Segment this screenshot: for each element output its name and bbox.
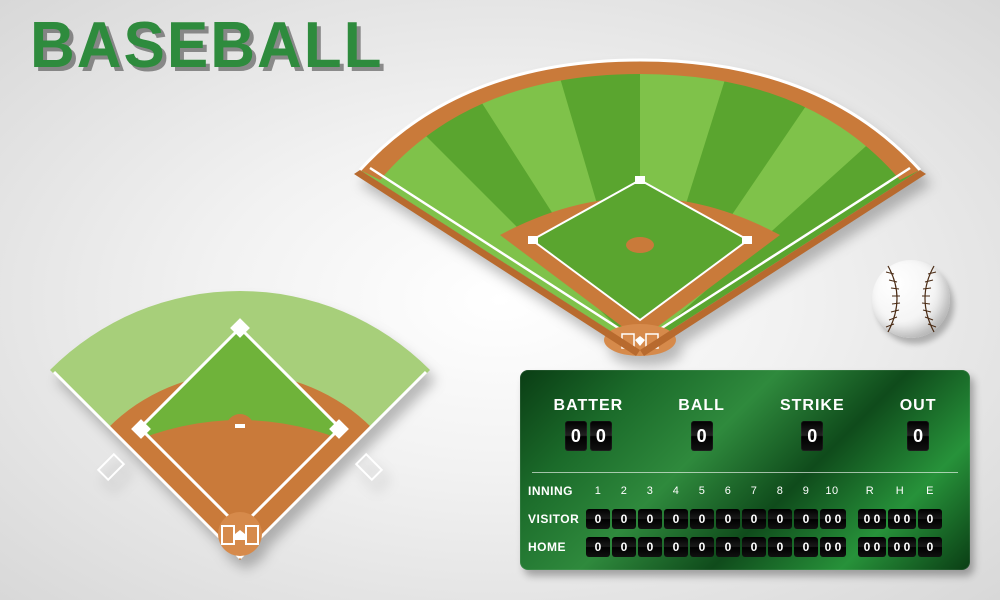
rhe-score: 0 0 (888, 537, 916, 557)
team-label: HOME (528, 540, 584, 554)
scoreboard-divider (532, 472, 958, 473)
inning-score: 0 (716, 509, 740, 529)
inning-score: 0 (638, 537, 662, 557)
inning-score: 0 (664, 509, 688, 529)
rhe-score: 0 0 (888, 509, 916, 529)
inning-number: 8 (768, 485, 792, 497)
scoreboard-stat-label: OUT (900, 397, 937, 415)
scoreboard-stat-value: 0 (907, 421, 929, 451)
scoreboard-stat: STRIKE 0 (780, 397, 845, 451)
scoreboard-stat: OUT 0 (900, 397, 937, 451)
scoreboard-stat-value: 0 (691, 421, 713, 451)
rhe-score: 0 0 (858, 509, 886, 529)
inning-score: 0 (612, 509, 636, 529)
scoreboard-header-row: INNING12345678910 RHE (528, 477, 962, 505)
inning-number: 4 (664, 485, 688, 497)
inning-score: 0 (768, 537, 792, 557)
inning-score: 0 (690, 537, 714, 557)
scoreboard-innings-grid: INNING12345678910RHEVISITOR0000000000 00… (520, 475, 970, 569)
scoreboard: BATTER00BALL0STRIKE0OUT0 INNING123456789… (520, 370, 970, 570)
inning-score: 0 (794, 509, 818, 529)
extra-col-label: E (916, 485, 944, 497)
inning-score: 0 0 (820, 509, 846, 529)
inning-label: INNING (528, 484, 584, 498)
inning-score: 0 (586, 537, 610, 557)
inning-number: 5 (690, 485, 714, 497)
scoreboard-stat-label: BALL (678, 397, 725, 415)
scoreboard-team-row: HOME0000000000 00 00 00 (528, 533, 962, 561)
inning-score: 0 (690, 509, 714, 529)
scoreboard-stat-value: 0 (801, 421, 823, 451)
digit: 0 (801, 421, 823, 451)
extra-col-label: H (886, 485, 914, 497)
baseball-field-perspective (330, 40, 950, 370)
rhe-score: 0 (918, 537, 942, 557)
inning-score: 0 0 (820, 537, 846, 557)
inning-score: 0 (716, 537, 740, 557)
inning-score: 0 (742, 537, 766, 557)
inning-score: 0 (768, 509, 792, 529)
scoreboard-stat: BALL 0 (678, 397, 725, 451)
digit: 0 (590, 421, 612, 451)
digit: 0 (565, 421, 587, 451)
inning-number: 9 (794, 485, 818, 497)
inning-score: 0 (638, 509, 662, 529)
scoreboard-team-row: VISITOR0000000000 00 00 00 (528, 505, 962, 533)
team-label: VISITOR (528, 512, 584, 526)
inning-score: 0 (742, 509, 766, 529)
inning-number: 2 (612, 485, 636, 497)
inning-number: 6 (716, 485, 740, 497)
scoreboard-stat-label: BATTER (554, 397, 624, 415)
scoreboard-stat-label: STRIKE (780, 397, 845, 415)
inning-score: 0 (586, 509, 610, 529)
inning-score: 0 (664, 537, 688, 557)
extra-col-label: R (856, 485, 884, 497)
inning-number: 7 (742, 485, 766, 497)
inning-score: 0 (612, 537, 636, 557)
rhe-score: 0 0 (858, 537, 886, 557)
scoreboard-stat: BATTER 00 (554, 397, 624, 451)
digit: 0 (691, 421, 713, 451)
digit: 0 (907, 421, 929, 451)
scoreboard-stat-value: 00 (565, 421, 612, 451)
baseball-icon (872, 260, 950, 338)
inning-number: 3 (638, 485, 662, 497)
inning-score: 0 (794, 537, 818, 557)
scoreboard-top-row: BATTER00BALL0STRIKE0OUT0 (520, 370, 970, 470)
inning-number: 1 (586, 485, 610, 497)
inning-number: 10 (820, 485, 844, 497)
rhe-score: 0 (918, 509, 942, 529)
